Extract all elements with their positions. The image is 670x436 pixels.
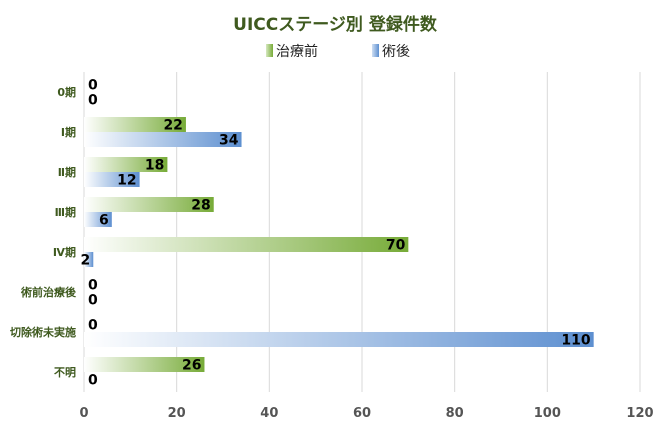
x-tick-label: 60 xyxy=(353,406,371,421)
data-label: 18 xyxy=(145,158,164,174)
x-tick-label: 0 xyxy=(79,406,88,421)
data-label: 0 xyxy=(88,93,98,109)
data-label: 28 xyxy=(191,198,210,214)
category-label: 不明 xyxy=(54,366,76,379)
bar-pre xyxy=(84,197,214,212)
data-label: 70 xyxy=(386,238,406,254)
legend-label-pre: 治療前 xyxy=(276,43,318,60)
legend-swatch-pre xyxy=(266,44,273,57)
data-label: 0 xyxy=(88,278,98,294)
bar-post xyxy=(84,332,594,347)
chart-title: UICCステージ別 登録件数 xyxy=(233,14,438,35)
x-axis-tick-labels: 0 20 40 60 80 100 120 xyxy=(79,406,653,421)
category-label: Ⅳ期 xyxy=(53,245,76,259)
bar-post xyxy=(84,132,242,147)
bar-pre xyxy=(84,237,409,252)
category-label: Ⅲ期 xyxy=(55,205,76,219)
data-label: 26 xyxy=(182,358,201,374)
data-label: 0 xyxy=(88,373,98,389)
category-label: Ⅰ期 xyxy=(61,125,76,139)
bars xyxy=(84,117,594,372)
data-label: 6 xyxy=(99,213,109,229)
data-label: 0 xyxy=(88,318,98,334)
bar-post xyxy=(84,252,94,267)
bar-pre xyxy=(84,117,186,132)
data-label: 110 xyxy=(561,333,590,349)
category-label: 術前治療後 xyxy=(20,285,77,299)
category-label: 0期 xyxy=(57,85,76,99)
x-tick-label: 100 xyxy=(534,406,561,421)
x-tick-label: 40 xyxy=(260,406,278,421)
data-label: 0 xyxy=(88,293,98,309)
legend: 治療前 術後 xyxy=(266,43,410,60)
legend-swatch-post xyxy=(372,44,379,57)
bar-post xyxy=(84,172,140,187)
category-label: Ⅱ期 xyxy=(58,165,76,179)
bar-post xyxy=(84,212,112,227)
data-label: 0 xyxy=(88,78,98,94)
data-label: 22 xyxy=(163,118,182,134)
bar-pre xyxy=(84,357,205,372)
x-tick-label: 20 xyxy=(168,406,186,421)
data-label: 12 xyxy=(117,173,136,189)
bar-pre xyxy=(84,157,168,172)
data-label: 34 xyxy=(219,133,239,149)
category-label: 切除術未実施 xyxy=(10,325,76,339)
x-tick-label: 80 xyxy=(446,406,464,421)
data-label: 2 xyxy=(81,253,91,269)
x-tick-label: 120 xyxy=(626,406,653,421)
legend-label-post: 術後 xyxy=(382,44,410,60)
